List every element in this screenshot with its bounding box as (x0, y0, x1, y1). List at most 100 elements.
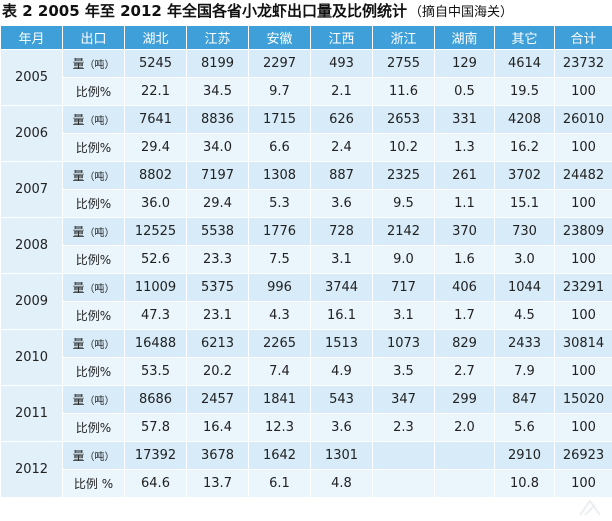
qty-value-cell: 24482 (554, 161, 612, 190)
table-row-qty: 2007 量（吨） 8802 7197 1308 887 2325 261 3702 24482 (0, 161, 612, 218)
header-row: 年月 出口 湖北 江苏 安徽 江西 浙江 湖南 其它 合计 (0, 25, 612, 50)
ratio-value-cell: 16.4 (186, 413, 249, 442)
ratio-value-cell: 6.6 (248, 133, 311, 162)
ratio-value-cell: 2.7 (434, 357, 495, 386)
ratio-value-cell: 64.6 (124, 469, 187, 498)
ratio-value-cell: 1.1 (434, 189, 495, 218)
ratio-label-cell: 比例 % (62, 469, 125, 498)
qty-value-cell: 23732 (554, 49, 612, 78)
qty-value-cell: 8686 (124, 385, 187, 414)
qty-value-cell: 406 (434, 273, 495, 302)
header-cell: 江苏 (186, 25, 249, 50)
ratio-value-cell: 3.6 (310, 413, 373, 442)
qty-value-cell: 2457 (186, 385, 249, 414)
qty-value-cell: 626 (310, 105, 373, 134)
qty-value-cell: 728 (310, 217, 373, 246)
ratio-value-cell: 4.8 (310, 469, 373, 498)
table-row-qty: 2005 量（吨） 5245 8199 2297 493 2755 129 4614 23732 (0, 49, 612, 106)
qty-value-cell: 1044 (494, 273, 555, 302)
qty-value-cell: 2433 (494, 329, 555, 358)
qty-value-cell: 3678 (186, 441, 249, 470)
year-cell: 2009 (0, 273, 63, 330)
qty-value-cell: 829 (434, 329, 495, 358)
qty-label-cell: 量（吨） (62, 217, 125, 246)
qty-unit-label: （吨） (84, 60, 115, 71)
ratio-value-cell: 22.1 (124, 77, 187, 106)
qty-value-cell: 11009 (124, 273, 187, 302)
export-table: 年月 出口 湖北 江苏 安徽 江西 浙江 湖南 其它 合计 2005 量（吨） 52… (0, 25, 612, 498)
ratio-value-cell: 12.3 (248, 413, 311, 442)
ratio-value-cell: 100 (554, 77, 612, 106)
qty-value-cell: 543 (310, 385, 373, 414)
ratio-value-cell: 2.1 (310, 77, 373, 106)
qty-label: 量 (72, 449, 85, 463)
header-cell: 合计 (554, 25, 612, 50)
qty-value-cell: 1308 (248, 161, 311, 190)
qty-unit-label: （吨） (84, 284, 115, 295)
ratio-label-cell: 比例% (62, 77, 125, 106)
qty-unit-label: （吨） (84, 452, 115, 463)
qty-label-cell: 量（吨） (62, 441, 125, 470)
ratio-value-cell: 4.9 (310, 357, 373, 386)
ratio-label-cell: 比例% (62, 301, 125, 330)
qty-label-cell: 量（吨） (62, 273, 125, 302)
qty-value-cell: 331 (434, 105, 495, 134)
qty-value-cell: 1715 (248, 105, 311, 134)
ratio-value-cell: 1.6 (434, 245, 495, 274)
qty-value-cell: 1841 (248, 385, 311, 414)
ratio-label-cell: 比例% (62, 245, 125, 274)
qty-value-cell: 3702 (494, 161, 555, 190)
header-cell: 湖北 (124, 25, 187, 50)
qty-value-cell: 17392 (124, 441, 187, 470)
qty-label: 量 (72, 225, 85, 239)
qty-value-cell: 261 (434, 161, 495, 190)
qty-unit-label: （吨） (84, 172, 115, 183)
table-row-ratio: 比例 % 64.6 13.7 6.1 4.8 10.8 100 (1, 469, 612, 498)
qty-value-cell: 1776 (248, 217, 311, 246)
table-row-ratio: 比例% 29.4 34.0 6.6 2.4 10.2 1.3 16.2 100 (1, 133, 612, 162)
ratio-value-cell: 9.0 (372, 245, 435, 274)
ratio-value-cell: 29.4 (124, 133, 187, 162)
table-body: 2005 量（吨） 5245 8199 2297 493 2755 129 4614 23732 比… (0, 49, 612, 498)
ratio-value-cell: 23.3 (186, 245, 249, 274)
qty-unit-label: （吨） (84, 228, 115, 239)
header-cell: 年月 (0, 25, 63, 50)
ratio-value-cell: 100 (554, 357, 612, 386)
ratio-value-cell: 5.3 (248, 189, 311, 218)
table-row-ratio: 比例% 22.1 34.5 9.7 2.1 11.6 0.5 19.5 100 (1, 77, 612, 106)
ratio-value-cell: 2.4 (310, 133, 373, 162)
qty-value-cell: 2265 (248, 329, 311, 358)
qty-value-cell: 129 (434, 49, 495, 78)
qty-value-cell: 8802 (124, 161, 187, 190)
ratio-label-cell: 比例% (62, 133, 125, 162)
ratio-value-cell: 100 (554, 133, 612, 162)
ratio-value-cell: 100 (554, 413, 612, 442)
qty-label: 量 (72, 281, 85, 295)
qty-value-cell: 3744 (310, 273, 373, 302)
qty-value-cell (434, 441, 495, 470)
ratio-value-cell: 1.7 (434, 301, 495, 330)
qty-value-cell: 26923 (554, 441, 612, 470)
qty-label: 量 (72, 57, 85, 71)
ratio-value-cell: 9.5 (372, 189, 435, 218)
year-cell: 2006 (0, 105, 63, 162)
ratio-value-cell: 23.1 (186, 301, 249, 330)
ratio-label-cell: 比例% (62, 189, 125, 218)
ratio-value-cell: 11.6 (372, 77, 435, 106)
qty-label: 量 (72, 393, 85, 407)
qty-value-cell: 717 (372, 273, 435, 302)
ratio-value-cell: 9.7 (248, 77, 311, 106)
qty-value-cell: 5538 (186, 217, 249, 246)
ratio-value-cell: 16.2 (494, 133, 555, 162)
ratio-value-cell: 10.2 (372, 133, 435, 162)
table-row-ratio: 比例% 52.6 23.3 7.5 3.1 9.0 1.6 3.0 100 (1, 245, 612, 274)
ratio-value-cell: 6.1 (248, 469, 311, 498)
qty-value-cell: 1642 (248, 441, 311, 470)
year-cell: 2005 (0, 49, 63, 106)
qty-value-cell: 4614 (494, 49, 555, 78)
ratio-value-cell: 34.0 (186, 133, 249, 162)
qty-value-cell: 299 (434, 385, 495, 414)
ratio-value-cell: 3.1 (310, 245, 373, 274)
qty-value-cell: 5375 (186, 273, 249, 302)
